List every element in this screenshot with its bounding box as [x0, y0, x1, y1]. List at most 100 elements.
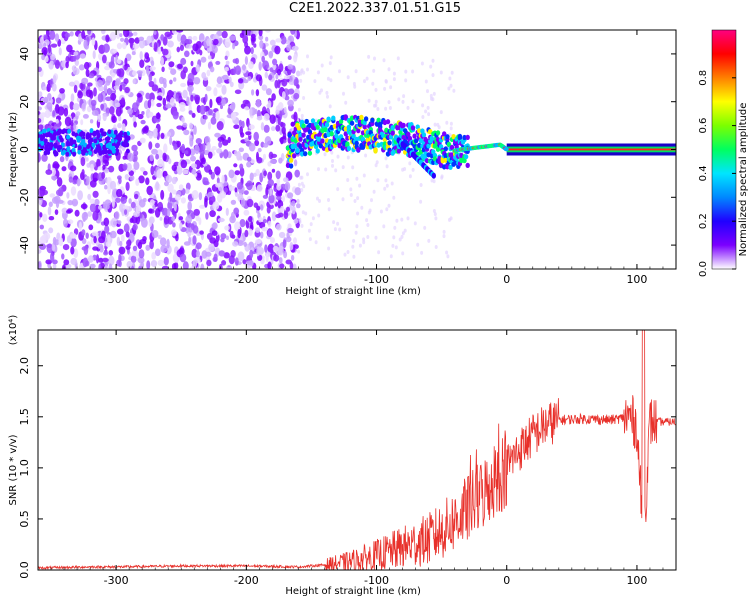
spectrogram-cell	[38, 260, 42, 269]
spectrogram-cell	[236, 182, 244, 190]
spectrogram-cell	[360, 205, 364, 210]
spectrogram-cell	[130, 255, 137, 263]
spectrogram-cell	[287, 99, 294, 107]
spectrogram-cell	[145, 244, 151, 251]
spectrogram-cell	[238, 195, 244, 201]
spectrogram-cell	[123, 64, 128, 71]
spectrogram-cell	[214, 166, 221, 176]
spectrogram-cell	[178, 216, 184, 221]
spectrogram-cell	[183, 129, 190, 136]
spectrogram-cell	[389, 85, 393, 90]
spectrogram-cell	[424, 158, 430, 164]
spectrogram-cell	[394, 245, 398, 250]
y-tick-label: 20	[18, 95, 31, 109]
spectrogram-cell	[124, 209, 128, 216]
spectrogram-cell	[280, 35, 287, 45]
spectrogram-cell	[379, 209, 383, 214]
spectrogram-cell	[269, 39, 276, 46]
spectrogram-cell	[268, 194, 275, 204]
spectrogram-cell	[439, 110, 443, 115]
spectrogram-cell	[263, 124, 270, 133]
spectrogram-cell	[155, 248, 161, 257]
spectrogram-cell	[143, 100, 149, 110]
spectrogram-cell	[275, 74, 279, 80]
spectrogram-cell	[72, 151, 77, 157]
spectrogram-cell	[221, 260, 227, 266]
spectrogram-cell	[70, 93, 75, 102]
spectrogram-cell	[351, 133, 356, 139]
spectrogram-cell	[116, 220, 122, 225]
spectrogram-cell	[270, 237, 275, 244]
spectrogram-cell	[291, 205, 296, 215]
spectrogram-cell	[172, 222, 176, 228]
spectrogram-cell	[198, 217, 202, 226]
spectrogram-cell	[87, 193, 92, 200]
spectrogram-cell	[177, 63, 183, 70]
spectrogram-cell	[264, 30, 271, 33]
spectrogram-cell	[206, 142, 211, 151]
spectrogram-cell	[237, 228, 241, 239]
spectrogram-cell	[218, 250, 225, 257]
spectrogram-cell	[250, 47, 254, 55]
spectrogram-cell	[176, 125, 184, 130]
spectrogram-cell	[269, 159, 277, 164]
spectrogram-cell	[401, 134, 406, 140]
spectrogram-cell	[372, 189, 376, 194]
spectrogram-cell	[457, 135, 463, 141]
spectrogram-cell	[123, 131, 128, 137]
spectrogram-cell	[108, 250, 114, 256]
spectrogram-cell	[54, 209, 59, 216]
spectrogram-cell	[391, 243, 395, 248]
spectrogram-cell	[247, 76, 252, 81]
spectrogram-cell	[175, 233, 179, 242]
spectrogram-cell	[182, 169, 189, 175]
spectrogram-cell	[363, 116, 369, 122]
spectrogram-cell	[373, 103, 376, 108]
spectrogram-cell	[173, 77, 177, 82]
spectrogram-cell	[387, 203, 391, 208]
spectrogram-cell	[318, 199, 321, 203]
spectrogram-cell	[435, 130, 441, 136]
spectrogram-cell	[244, 56, 248, 65]
spectrogram-cell	[406, 105, 410, 110]
spectrogram-cell	[82, 114, 89, 119]
spectrogram-cell	[140, 261, 145, 269]
spectrogram-cell	[118, 246, 126, 255]
spectrogram-cell	[232, 42, 236, 50]
spectrogram-cell	[354, 69, 358, 74]
spectrogram-cell	[233, 207, 240, 215]
spectrogram-cell	[287, 136, 292, 144]
spectrogram-cell	[61, 253, 65, 260]
spectrogram-cell	[55, 104, 60, 114]
spectrogram-cell	[160, 132, 165, 139]
spectrogram-cell	[75, 111, 81, 117]
spectrogram-cell	[156, 102, 162, 108]
spectrogram-cell	[396, 148, 402, 154]
spectrogram-cell	[80, 149, 85, 155]
spectrogram-cell	[218, 141, 223, 148]
spectrogram-cell	[213, 87, 218, 97]
spectrogram-cell	[154, 142, 160, 149]
spectrogram-cell	[55, 97, 62, 104]
spectrogram-cell	[77, 145, 82, 151]
spectrogram-cell	[300, 113, 304, 118]
spectrogram-cell	[171, 189, 177, 195]
spectrogram-cell	[52, 149, 57, 155]
spectrogram-cell	[120, 234, 125, 242]
spectrogram-cell	[45, 259, 52, 265]
spectrogram-cell	[449, 83, 453, 88]
spectrogram-cell	[133, 121, 137, 128]
spectrogram-cell	[199, 105, 206, 115]
spectrogram-cell	[63, 259, 70, 266]
spectrogram-cell	[134, 193, 139, 200]
spectrogram-cell	[390, 130, 395, 136]
spectrogram-cell	[301, 210, 305, 215]
spectrogram-cell	[90, 99, 97, 107]
spectrogram-cell	[211, 222, 218, 230]
spectrogram-cell	[126, 239, 132, 247]
spectrogram-cell	[263, 113, 270, 122]
spectrogram-cell	[243, 209, 250, 216]
snr-panel: -300 -200 -100 0 100 0.0 0.5 1.0 1.5 2.0 Height of…	[8, 315, 677, 597]
spectrogram-cell	[337, 143, 342, 149]
spectrogram-cell	[56, 177, 63, 187]
